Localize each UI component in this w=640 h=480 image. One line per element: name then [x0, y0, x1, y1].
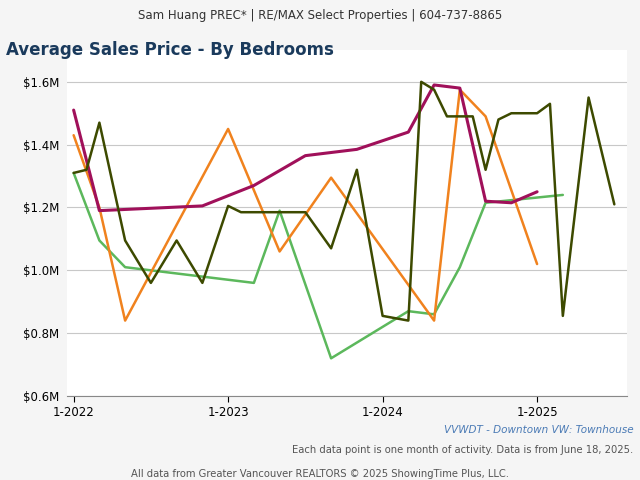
Text: VVWDT - Downtown VW: Townhouse: VVWDT - Downtown VW: Townhouse	[444, 425, 634, 435]
Text: Sam Huang PREC* | RE/MAX Select Properties | 604-737-8865: Sam Huang PREC* | RE/MAX Select Properti…	[138, 9, 502, 22]
Text: Average Sales Price - By Bedrooms: Average Sales Price - By Bedrooms	[6, 41, 334, 59]
Text: Each data point is one month of activity. Data is from June 18, 2025.: Each data point is one month of activity…	[292, 445, 634, 456]
Text: All data from Greater Vancouver REALTORS © 2025 ShowingTime Plus, LLC.: All data from Greater Vancouver REALTORS…	[131, 469, 509, 480]
